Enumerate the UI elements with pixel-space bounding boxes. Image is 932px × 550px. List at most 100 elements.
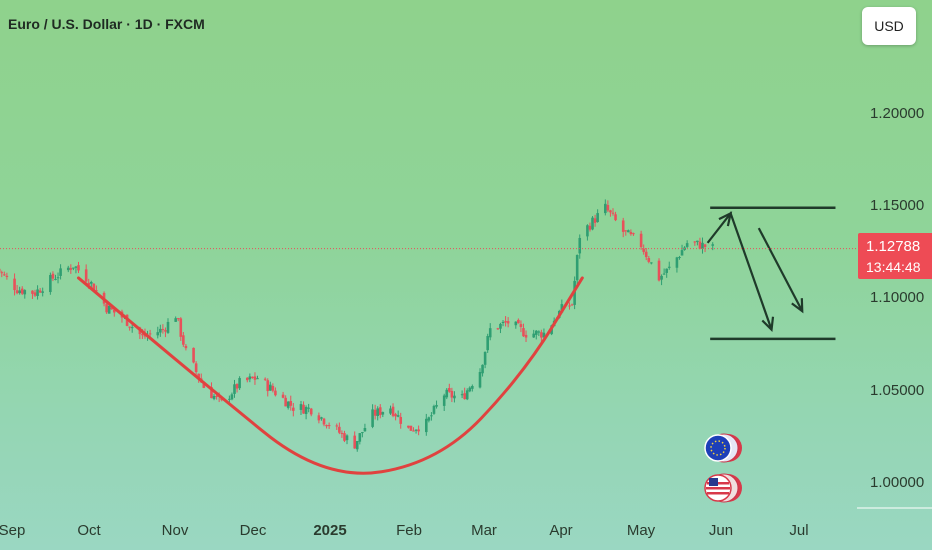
candle-body xyxy=(578,237,582,254)
candle-body xyxy=(611,212,615,214)
candle-body xyxy=(56,277,60,279)
candle-body xyxy=(621,220,625,232)
eu-flag-icon[interactable] xyxy=(704,433,742,463)
candle-body xyxy=(59,268,62,276)
candle-body xyxy=(389,408,392,414)
candle-body xyxy=(517,319,520,324)
candle-body xyxy=(72,267,75,269)
last-price-value: 1.12788 xyxy=(866,238,921,255)
candle-body xyxy=(159,328,162,333)
candle-body xyxy=(647,258,651,262)
candle-body xyxy=(69,268,73,270)
candle-body xyxy=(233,384,236,394)
candle-body xyxy=(166,321,170,333)
candle-body xyxy=(266,380,270,392)
candle-body xyxy=(210,387,213,399)
candle-body xyxy=(5,275,9,277)
candle-body xyxy=(588,225,592,230)
candle-body xyxy=(197,373,200,379)
candle-body xyxy=(92,283,96,292)
x-tick-label: 2025 xyxy=(313,522,347,539)
candle-body xyxy=(537,331,541,333)
candle-body xyxy=(481,364,484,374)
candle-body xyxy=(471,386,474,389)
candle-body xyxy=(680,250,684,256)
candle-body xyxy=(343,433,346,441)
candle-body xyxy=(107,305,111,314)
candle-body xyxy=(496,328,500,330)
candle-body xyxy=(235,384,239,389)
candle-body xyxy=(307,407,310,409)
candle-body xyxy=(506,321,510,324)
candle-body xyxy=(609,210,612,213)
candle-body xyxy=(13,278,16,291)
candle-body xyxy=(486,336,489,351)
candle-body xyxy=(256,378,259,380)
candle-body xyxy=(650,262,653,264)
candle-body xyxy=(248,376,252,380)
chart-title: Euro / U.S. Dollar · 1D · FXCM xyxy=(8,16,205,32)
candle-body xyxy=(20,288,24,294)
candle-body xyxy=(373,409,377,416)
candle-body xyxy=(130,327,134,329)
candle-body xyxy=(675,257,679,268)
candle-body xyxy=(182,335,185,345)
candle-body xyxy=(465,390,469,400)
candle-body xyxy=(299,404,303,410)
currency-button[interactable]: USD xyxy=(862,7,916,45)
candle-body xyxy=(176,318,180,320)
candles-layer xyxy=(0,199,715,452)
candle-body xyxy=(271,385,275,391)
candle-body xyxy=(320,417,323,419)
candle-body xyxy=(642,248,645,252)
candle-body xyxy=(514,321,518,326)
candle-body xyxy=(534,330,538,335)
candle-body xyxy=(483,351,487,365)
last-price-badge: 1.12788 13:44:48 xyxy=(858,233,932,279)
candle-body xyxy=(519,324,523,327)
candle-body xyxy=(128,326,131,328)
candle-body xyxy=(624,230,628,232)
candle-body xyxy=(87,282,91,286)
candle-body xyxy=(593,218,597,223)
candle-body xyxy=(202,383,206,388)
candle-body xyxy=(281,394,285,398)
projection-path xyxy=(706,211,773,331)
candle-body xyxy=(268,384,272,391)
candle-body xyxy=(698,241,702,249)
candle-body xyxy=(409,425,413,431)
candle-body xyxy=(468,387,472,392)
projection-arrowhead xyxy=(718,211,733,227)
x-tick-label: Jul xyxy=(789,522,809,539)
candle-body xyxy=(540,332,543,338)
candle-body xyxy=(361,432,364,434)
candle-body xyxy=(639,233,643,248)
candle-body xyxy=(212,395,216,399)
candle-body xyxy=(442,395,446,406)
candle-body xyxy=(230,394,234,400)
candle-body xyxy=(570,304,574,306)
bar-countdown: 13:44:48 xyxy=(866,259,921,275)
y-tick-label: 1.10000 xyxy=(870,289,925,306)
y-tick-label: 1.15000 xyxy=(870,197,925,214)
candle-body xyxy=(394,414,397,417)
us-flag-icon[interactable] xyxy=(704,473,742,503)
candle-body xyxy=(501,322,505,324)
candle-body xyxy=(430,415,433,417)
candle-body xyxy=(596,213,599,222)
candle-body xyxy=(504,321,507,323)
candle-body xyxy=(110,307,114,310)
candle-body xyxy=(33,292,37,296)
candle-body xyxy=(164,330,167,332)
candle-body xyxy=(192,347,195,363)
candle-body xyxy=(54,278,57,280)
x-tick-label: Dec xyxy=(239,522,267,539)
x-tick-label: Sep xyxy=(0,522,26,539)
candle-body xyxy=(371,409,374,427)
x-tick-label: Nov xyxy=(161,522,189,539)
candle-body xyxy=(432,405,436,414)
candle-body xyxy=(327,425,331,427)
candle-body xyxy=(18,290,21,294)
candle-body xyxy=(335,425,339,427)
